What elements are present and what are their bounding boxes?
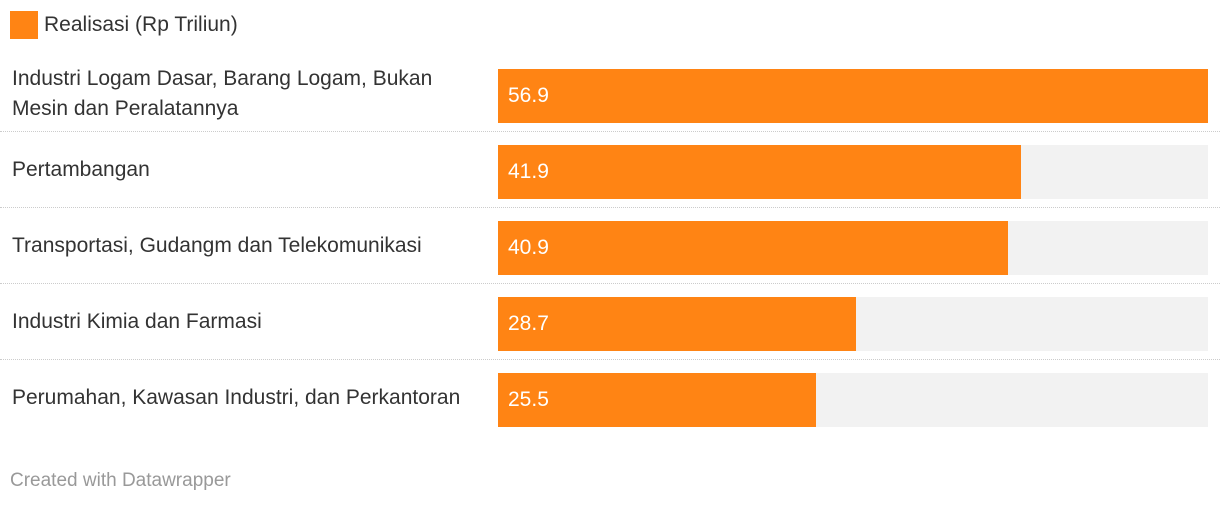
bar-track: 28.7 (498, 297, 1208, 351)
bar-row: Transportasi, Gudangm dan Telekomunikasi… (0, 208, 1220, 284)
bar-value-label: 25.5 (508, 388, 549, 411)
bar-track: 40.9 (498, 221, 1208, 275)
bar-track: 56.9 (498, 69, 1208, 123)
bar-row: Perumahan, Kawasan Industri, dan Perkant… (0, 360, 1220, 436)
category-label: Industri Logam Dasar, Barang Logam, Buka… (12, 67, 433, 120)
footer-credit: Created with Datawrapper (10, 470, 231, 491)
category-label: Industri Kimia dan Farmasi (12, 310, 262, 333)
legend-label: Realisasi (Rp Triliun) (44, 13, 238, 36)
chart-legend: Realisasi (Rp Triliun) (10, 10, 238, 40)
bar-row: Industri Logam Dasar, Barang Logam, Buka… (0, 56, 1220, 132)
bar-row: Industri Kimia dan Farmasi 28.7 (0, 284, 1220, 360)
bar-chart: Industri Logam Dasar, Barang Logam, Buka… (0, 56, 1220, 436)
bar-track: 41.9 (498, 145, 1208, 199)
bar-value-label: 41.9 (508, 160, 549, 183)
category-label: Transportasi, Gudangm dan Telekomunikasi (12, 234, 422, 257)
bar-value-label: 56.9 (508, 84, 549, 107)
bar (498, 145, 1021, 199)
bar-value-label: 28.7 (508, 312, 549, 335)
bar-value-label: 40.9 (508, 236, 549, 259)
legend-swatch (10, 11, 38, 39)
bar (498, 221, 1009, 275)
bar (498, 297, 857, 351)
bar (498, 69, 1208, 123)
category-label: Perumahan, Kawasan Industri, dan Perkant… (12, 386, 461, 409)
bar (498, 373, 817, 427)
bar-row: Pertambangan 41.9 (0, 132, 1220, 208)
bar-track: 25.5 (498, 373, 1208, 427)
category-label: Pertambangan (12, 158, 150, 181)
